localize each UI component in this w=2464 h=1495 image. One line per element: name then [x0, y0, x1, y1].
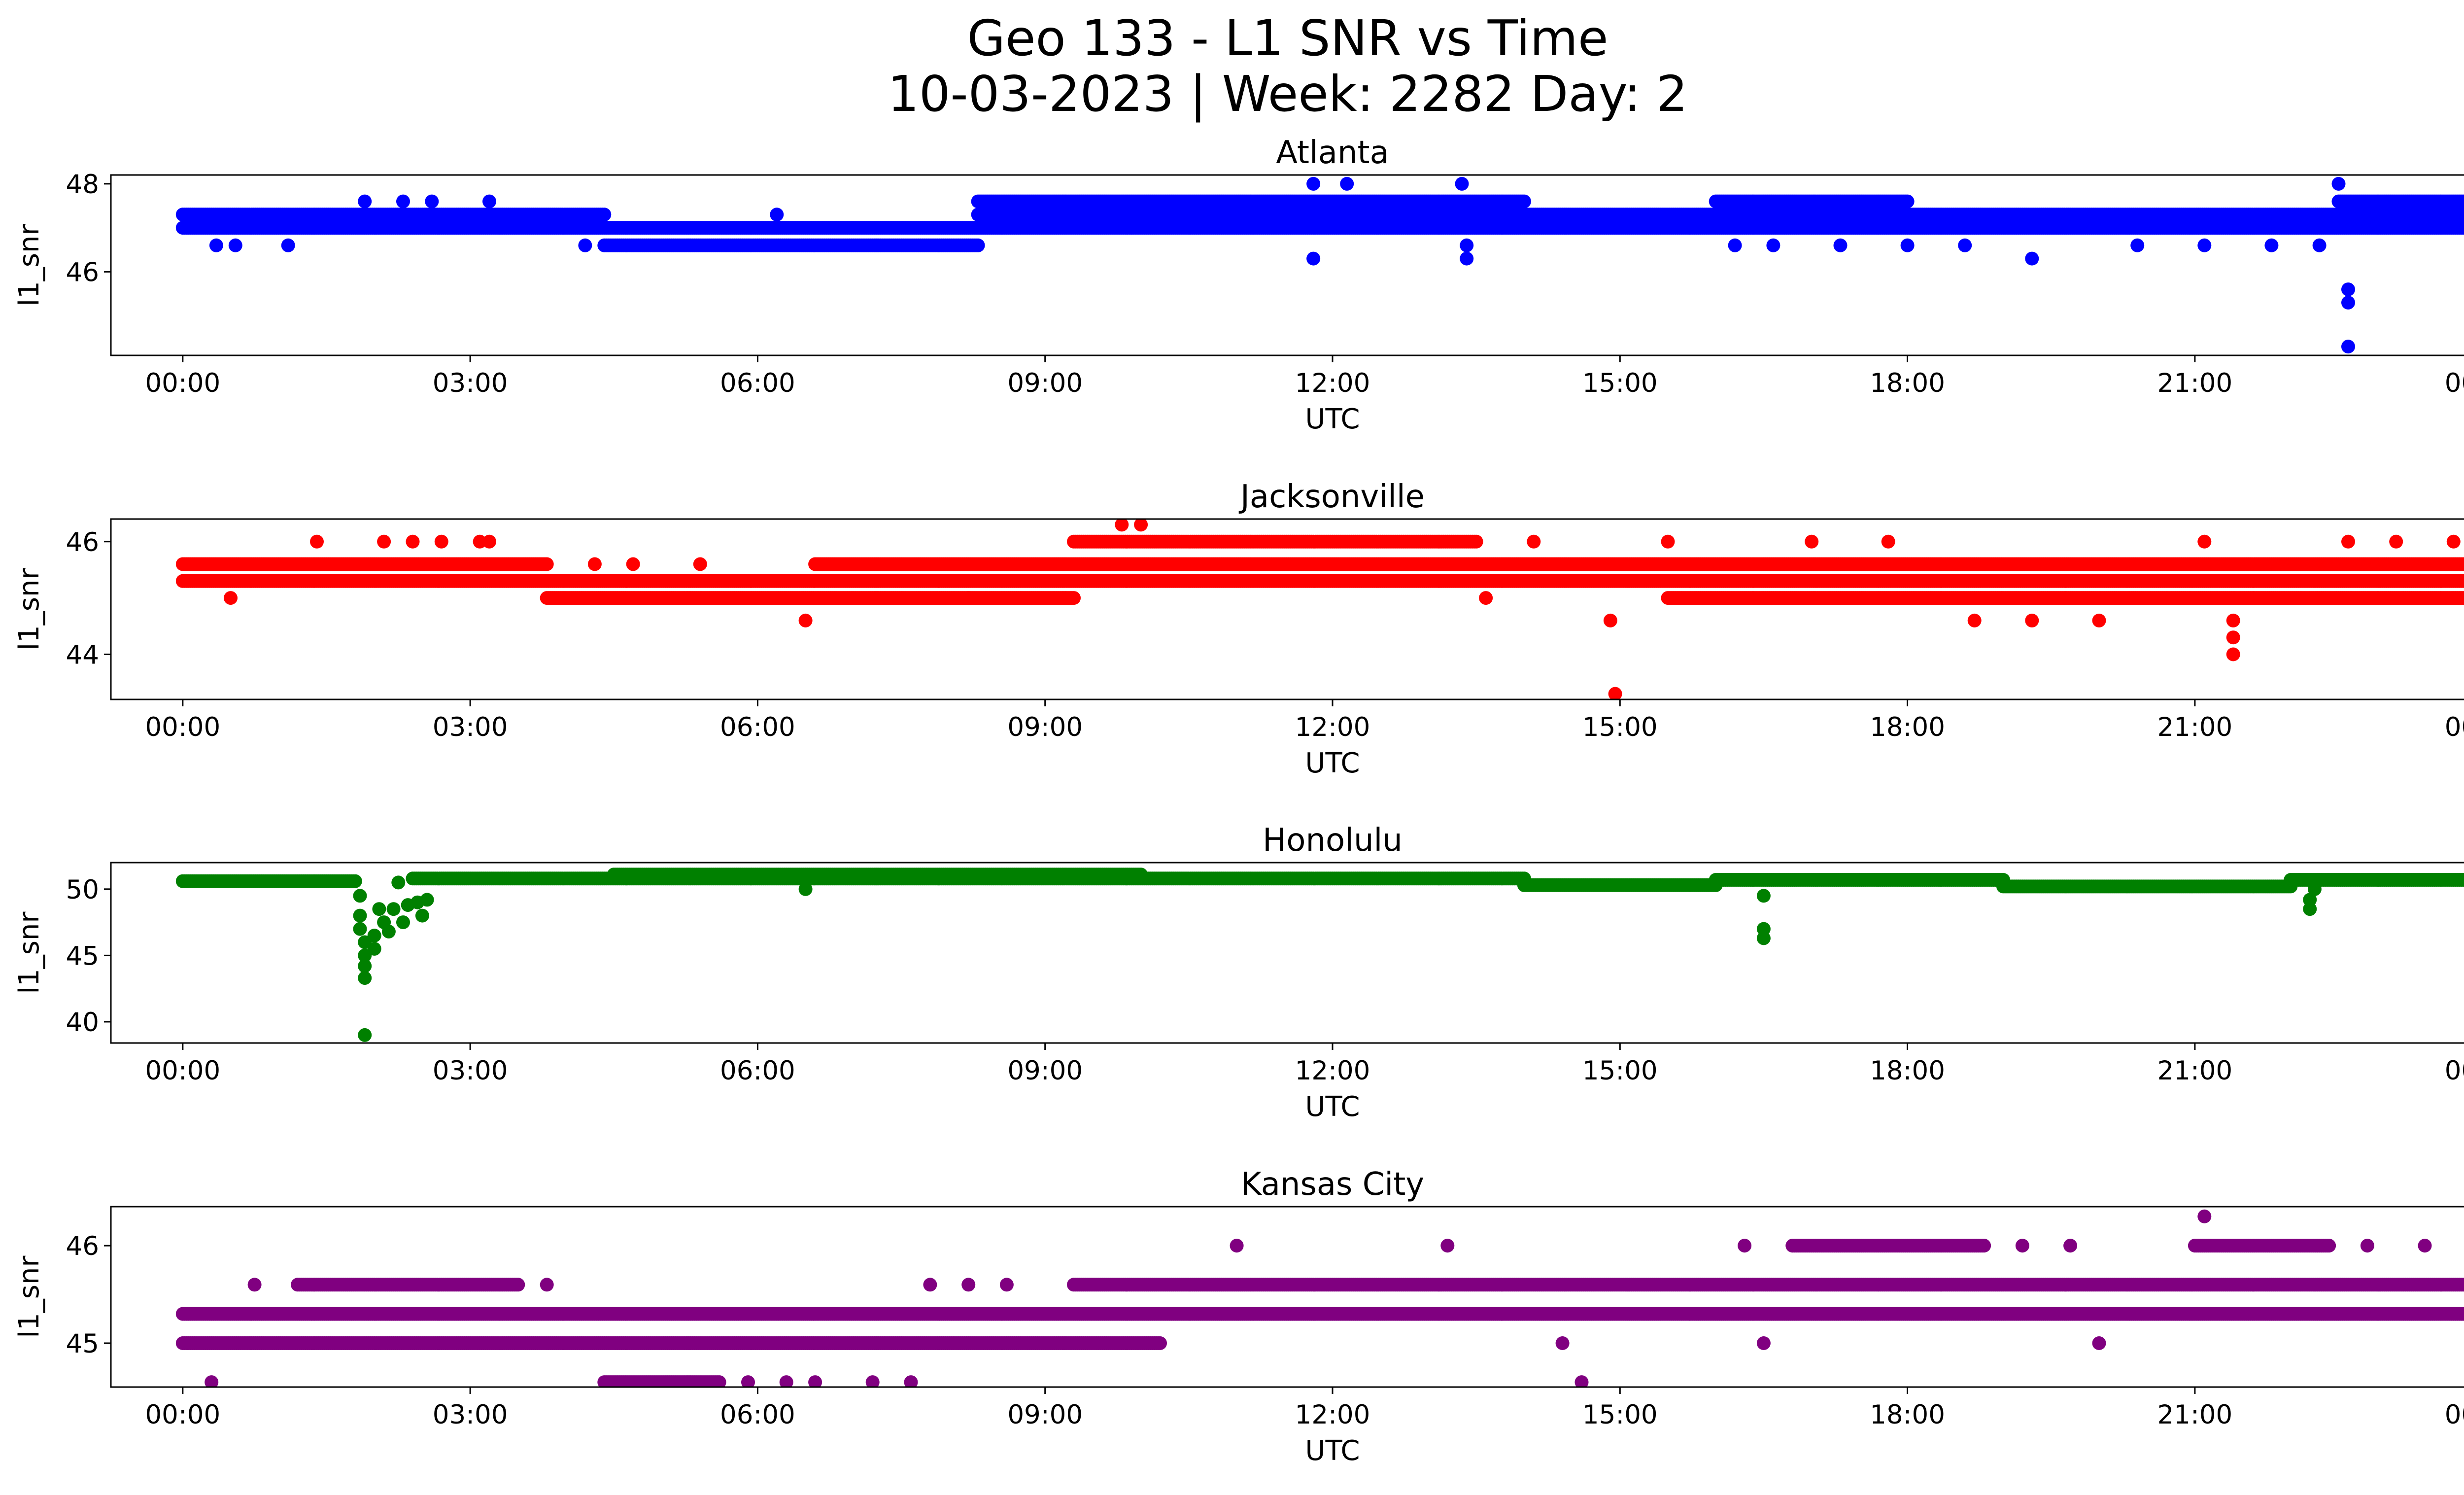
jacksonville-band-2: [808, 557, 2464, 571]
atlanta-x-tick-label: 00:00: [145, 368, 220, 398]
atlanta-outlier-point: [1958, 238, 1972, 252]
atlanta-outlier-point: [1340, 176, 1354, 191]
atlanta-outlier-point: [770, 208, 784, 222]
atlanta-x-tick-label: 21:00: [2157, 368, 2233, 398]
atlanta-outlier-point: [2331, 176, 2346, 191]
atlanta-x-tick-label: 06:00: [720, 368, 795, 398]
atlanta-outlier-point: [2264, 238, 2279, 252]
atlanta-x-tick-label: 03:00: [433, 368, 508, 398]
atlanta-band-5: [1709, 194, 1915, 209]
atlanta-outlier-point: [2312, 238, 2327, 252]
atlanta-point: [1517, 194, 1531, 209]
atlanta-point: [597, 208, 612, 222]
atlanta-outlier-point: [1766, 238, 1780, 252]
atlanta-outlier-point: [1306, 251, 1321, 266]
atlanta-x-axis-label: UTC: [1305, 403, 1360, 435]
atlanta-panel: Atlanta 00:00 03:00 06:00 09:00 12:00 15:00 18:…: [13, 135, 2464, 435]
atlanta-outlier-point: [2341, 295, 2355, 310]
atlanta-title: Atlanta: [1276, 135, 1389, 171]
atlanta-outlier-point: [482, 194, 496, 209]
atlanta-x-tick-label: 12:00: [1295, 368, 1370, 398]
atlanta-outliers: [209, 176, 2355, 354]
atlanta-y-tick-label: 46: [66, 257, 99, 287]
atlanta-outlier-point: [425, 194, 439, 209]
atlanta-x-tick-label: 09:00: [1007, 368, 1083, 398]
atlanta-outlier-point: [578, 238, 592, 252]
atlanta-outlier-point: [1455, 176, 1469, 191]
atlanta-outlier-point: [2025, 251, 2039, 266]
jacksonville-series: [175, 519, 2464, 699]
atlanta-x-tick-label: 18:00: [1870, 368, 1945, 398]
atlanta-band-2: [971, 208, 2464, 222]
jacksonville-band-0: [175, 574, 2464, 588]
atlanta-band-0: [175, 221, 2464, 235]
jacksonville-band-1: [175, 557, 554, 571]
atlanta-y-tick-label: 48: [66, 170, 99, 200]
jacksonville-point: [540, 557, 554, 571]
atlanta-outlier-point: [1460, 238, 1474, 252]
atlanta-band-4: [971, 194, 1531, 209]
atlanta-outlier-point: [1900, 238, 1915, 252]
figure-title-line-1: Geo 133 - L1 SNR vs Time: [967, 9, 1608, 67]
atlanta-band-3: [597, 238, 985, 252]
atlanta-point: [2462, 209, 2464, 220]
jacksonville-title: Jacksonville: [1238, 479, 1425, 515]
jacksonville-point: [2462, 576, 2464, 586]
atlanta-outlier-point: [2197, 238, 2212, 252]
atlanta-outlier-point: [1460, 251, 1474, 266]
figure-title-line-2: 10-03-2023 | Week: 2282 Day: 2: [888, 65, 1687, 123]
atlanta-outlier-point: [209, 238, 223, 252]
atlanta-y-axis-label: l1_snr: [13, 224, 45, 307]
atlanta-outlier-point: [1306, 176, 1321, 191]
atlanta-outlier-point: [1124, 221, 1138, 235]
atlanta-outlier-point: [281, 238, 295, 252]
atlanta-outlier-point: [396, 194, 410, 209]
atlanta-x-tick-label: 15:00: [1582, 368, 1658, 398]
atlanta-outlier-point: [228, 238, 242, 252]
atlanta-band-1: [175, 208, 612, 222]
atlanta-x-tick-label: 00:00: [2445, 368, 2464, 398]
atlanta-outlier-point: [1728, 238, 1742, 252]
atlanta-point: [2462, 223, 2464, 233]
atlanta-outlier-point: [1833, 238, 1848, 252]
atlanta-point: [971, 238, 985, 252]
atlanta-outlier-point: [2341, 340, 2355, 354]
atlanta-outlier-point: [2130, 238, 2145, 252]
atlanta-band-6: [2331, 194, 2464, 209]
atlanta-outlier-point: [2341, 282, 2355, 297]
atlanta-outlier-point: [358, 194, 372, 209]
atlanta-series: [175, 176, 2464, 354]
atlanta-point: [1900, 194, 1915, 209]
atlanta-point: [2462, 196, 2464, 207]
